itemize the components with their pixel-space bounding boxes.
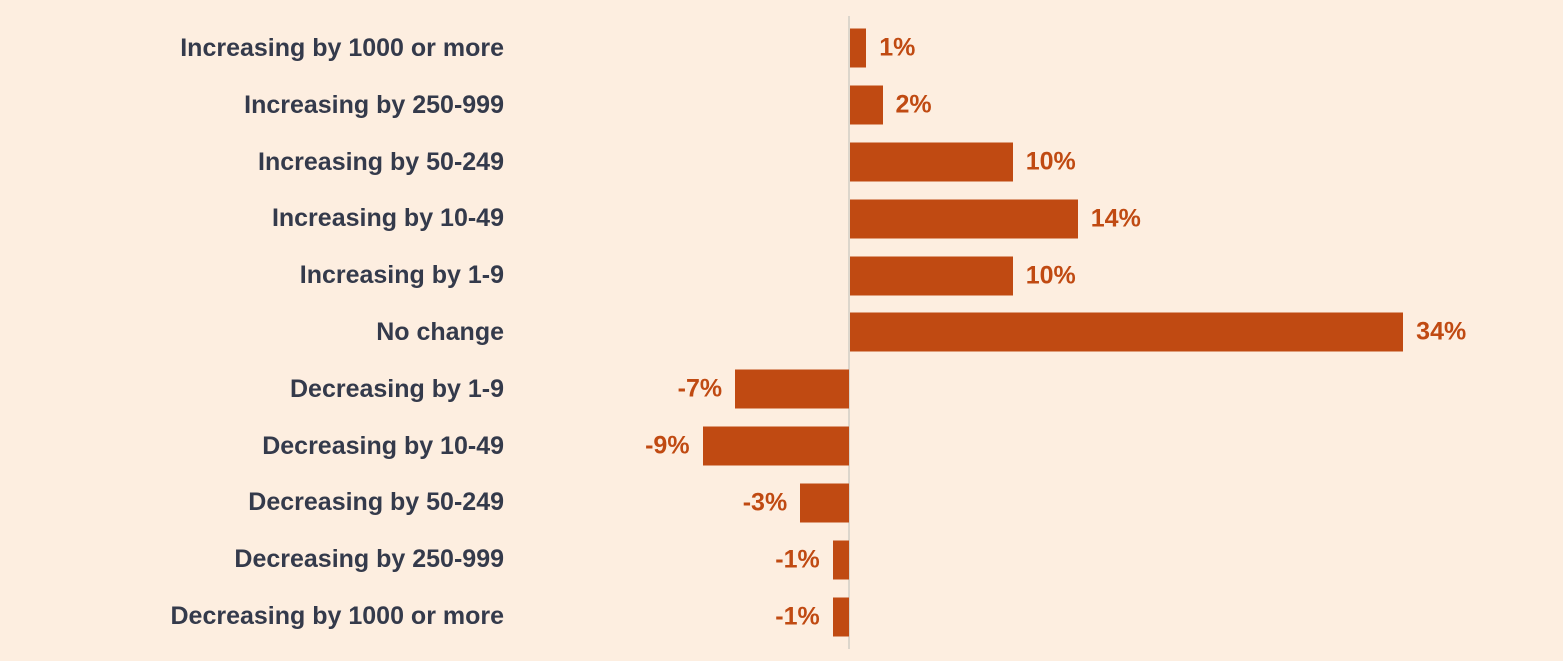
bar bbox=[850, 312, 1404, 352]
chart-row: No change 34% bbox=[0, 304, 1563, 361]
value-label: -3% bbox=[742, 488, 788, 517]
bar bbox=[832, 540, 849, 580]
bar bbox=[850, 85, 883, 125]
bar-track: 10% bbox=[520, 247, 1563, 304]
value-label: 1% bbox=[879, 33, 916, 62]
chart-row: Increasing by 50-249 10% bbox=[0, 134, 1563, 191]
value-label: 14% bbox=[1090, 204, 1141, 233]
bar bbox=[800, 483, 849, 523]
value-label: 10% bbox=[1025, 261, 1076, 290]
category-label: Decreasing by 1-9 bbox=[290, 374, 504, 403]
bar-track: 10% bbox=[520, 134, 1563, 191]
chart-row: Decreasing by 1-9 -7% bbox=[0, 361, 1563, 418]
bar bbox=[850, 199, 1078, 239]
category-label: Decreasing by 1000 or more bbox=[170, 602, 505, 631]
category-label: Decreasing by 50-249 bbox=[248, 488, 504, 517]
bar bbox=[735, 369, 849, 409]
chart-row: Decreasing by 1000 or more -1% bbox=[0, 588, 1563, 645]
bar-track: -1% bbox=[520, 531, 1563, 588]
bar-track: -3% bbox=[520, 475, 1563, 532]
value-label: -1% bbox=[775, 545, 820, 574]
bar-track: -9% bbox=[520, 418, 1563, 475]
category-label: No change bbox=[376, 317, 504, 346]
bar-track: 2% bbox=[520, 77, 1563, 134]
category-label: Increasing by 50-249 bbox=[258, 147, 504, 176]
bar-track: 34% bbox=[520, 304, 1563, 361]
category-label: Increasing by 1-9 bbox=[299, 261, 504, 290]
category-label: Decreasing by 250-999 bbox=[234, 545, 504, 574]
chart-row: Decreasing by 10-49 -9% bbox=[0, 418, 1563, 475]
bar-track: 14% bbox=[520, 190, 1563, 247]
bar bbox=[850, 142, 1013, 182]
zero-baseline bbox=[848, 16, 850, 649]
value-label: 10% bbox=[1025, 147, 1076, 176]
chart-row: Increasing by 250-999 2% bbox=[0, 77, 1563, 134]
bar bbox=[850, 28, 867, 68]
bar bbox=[702, 426, 849, 466]
value-label: -1% bbox=[775, 602, 820, 631]
bar bbox=[832, 597, 849, 637]
value-label: 2% bbox=[895, 90, 932, 119]
bar-track: -1% bbox=[520, 588, 1563, 645]
category-label: Increasing by 250-999 bbox=[244, 90, 504, 119]
chart-row: Increasing by 1000 or more 1% bbox=[0, 20, 1563, 77]
chart-row: Increasing by 1-9 10% bbox=[0, 247, 1563, 304]
bar bbox=[850, 256, 1013, 296]
chart-row: Increasing by 10-49 14% bbox=[0, 190, 1563, 247]
bar-track: 1% bbox=[520, 20, 1563, 77]
category-label: Increasing by 1000 or more bbox=[180, 33, 504, 62]
chart-row: Decreasing by 50-249 -3% bbox=[0, 475, 1563, 532]
value-label: -9% bbox=[645, 431, 690, 460]
chart-row: Decreasing by 250-999 -1% bbox=[0, 531, 1563, 588]
bar-track: -7% bbox=[520, 361, 1563, 418]
value-label: -7% bbox=[677, 374, 723, 403]
category-label: Decreasing by 10-49 bbox=[262, 431, 504, 460]
category-label: Increasing by 10-49 bbox=[271, 204, 504, 233]
value-label: 34% bbox=[1416, 317, 1467, 346]
